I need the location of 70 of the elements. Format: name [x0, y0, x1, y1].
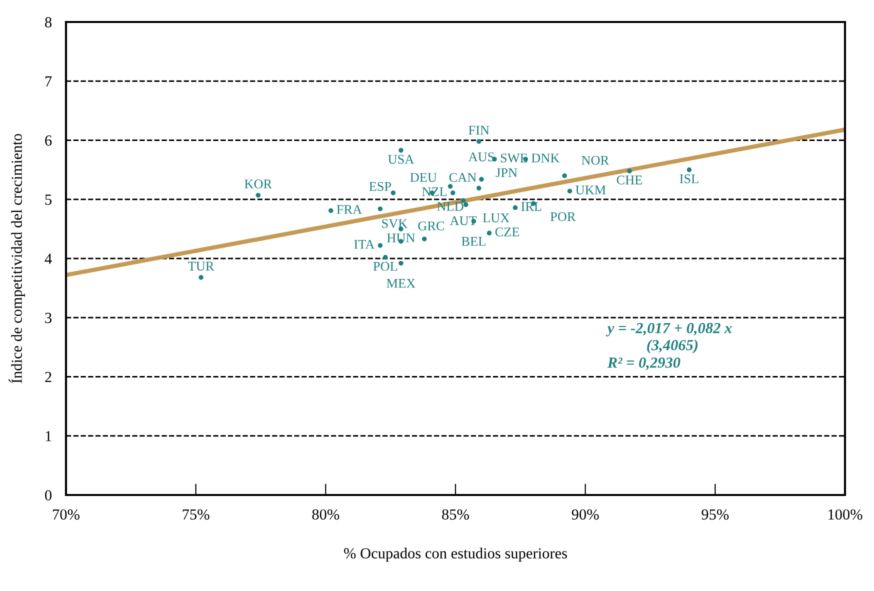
annotation: ESP: [369, 182, 392, 191]
x-tick-label: 85%: [442, 509, 469, 520]
annotation: CZE: [495, 228, 520, 236]
point: [382, 254, 388, 260]
annotation: DEU: [410, 173, 437, 182]
annotation: SWE: [500, 154, 528, 163]
point: [398, 260, 404, 266]
point: [398, 148, 404, 153]
y-tick-label: 3: [45, 312, 52, 324]
point: [562, 173, 567, 178]
annotation: LUX: [482, 214, 510, 222]
point: [686, 167, 692, 172]
point: [476, 139, 482, 144]
y-tick-label: 4: [44, 254, 52, 264]
annotation: ITA: [354, 240, 375, 249]
point: [448, 184, 453, 189]
point: [390, 190, 396, 196]
annotation: POR: [550, 212, 576, 222]
point: [378, 206, 383, 212]
annotation: IRL: [521, 202, 542, 211]
y-tick-label: 0: [45, 490, 52, 500]
annotation: UKM: [576, 186, 606, 194]
x-tick-label: 95%: [702, 509, 729, 520]
point: [422, 236, 427, 242]
y-axis-title: Índice de competitividad del crecimiento: [8, 134, 26, 384]
x-tick-label: 90%: [572, 509, 599, 520]
annotation: MEX: [386, 279, 416, 288]
y-tick-label: 1: [46, 431, 52, 442]
point: [512, 205, 518, 210]
point: [567, 188, 572, 194]
point: [627, 168, 632, 174]
annotation: KOR: [244, 180, 272, 188]
annotation: DNK: [532, 154, 560, 162]
annotation: (3,4065): [647, 340, 698, 354]
annotation: HUN: [387, 234, 415, 242]
annotation: BEL: [462, 237, 486, 246]
x-tick-label: 100%: [828, 509, 862, 520]
annotation: POL: [373, 262, 398, 271]
annotation: FIN: [468, 126, 490, 134]
x-tick-label: 80%: [312, 509, 340, 520]
annotation: USA: [388, 154, 414, 164]
point: [463, 202, 468, 208]
point: [328, 208, 334, 214]
annotation: GRC: [418, 221, 444, 230]
point: [450, 190, 456, 196]
annotation: JPN: [496, 168, 518, 178]
annotation: NZL: [422, 187, 447, 196]
y-tick-label: 7: [45, 76, 52, 86]
x-tick-label: 75%: [182, 509, 210, 520]
annotation: ISL: [680, 174, 698, 184]
y-tick-label: 6: [45, 135, 52, 146]
y-tick-label: 5: [45, 194, 52, 205]
annotation: FRA: [336, 205, 362, 214]
annotation: R² = 0,2930: [607, 357, 680, 370]
point: [378, 243, 383, 248]
y-tick-label: 8: [45, 17, 52, 28]
annotation: y = -2,017 + 0,082 x: [606, 322, 732, 336]
annotation: SVK: [382, 219, 408, 228]
point: [479, 176, 484, 182]
point: [198, 275, 204, 280]
annotation: CAN: [449, 172, 476, 182]
point: [256, 192, 261, 198]
annotation: CHE: [616, 176, 642, 184]
annotation: TUR: [188, 262, 214, 271]
annotation: NOR: [582, 156, 610, 165]
point: [476, 186, 482, 191]
x-tick-label: 70%: [53, 509, 80, 520]
point: [486, 230, 492, 236]
x-axis-title: % Ocupados con estudios superiores: [344, 548, 567, 562]
y-tick-label: 2: [45, 372, 52, 382]
